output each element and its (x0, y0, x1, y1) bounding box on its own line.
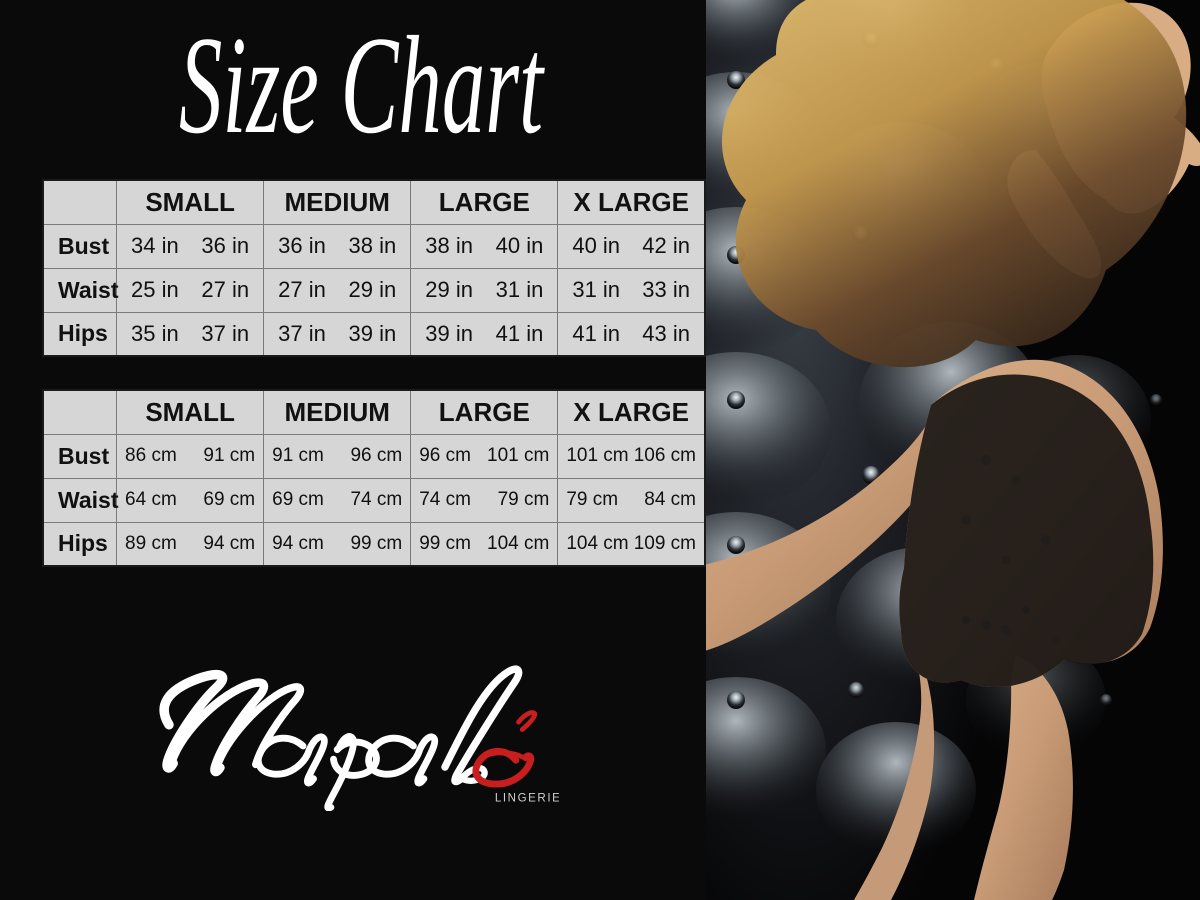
svg-text:LINGERIE: LINGERIE (495, 791, 559, 804)
